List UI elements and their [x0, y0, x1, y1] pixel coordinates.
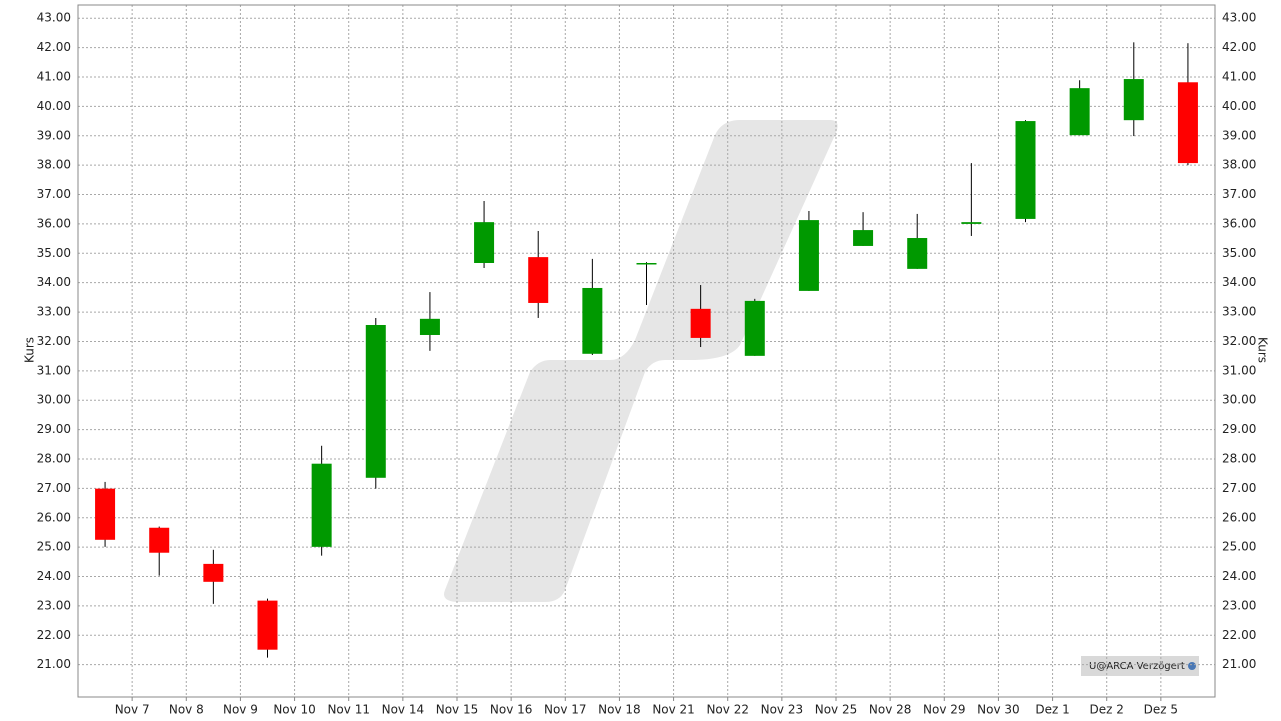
candle-body: [961, 222, 982, 224]
y2-tick-label: 39.00: [1222, 128, 1256, 142]
y-tick-label: 30.00: [37, 393, 71, 407]
x-tick-label: Nov 11: [327, 703, 370, 717]
candle-body: [690, 308, 711, 338]
x-tick-label: Nov 8: [169, 703, 204, 717]
candle-body: [636, 262, 657, 265]
x-tick-label: Dez 5: [1144, 703, 1178, 717]
y-tick-label: 38.00: [37, 158, 71, 172]
y2-tick-label: 41.00: [1222, 69, 1256, 83]
y-tick-label: 41.00: [37, 69, 71, 83]
y2-tick-label: 37.00: [1222, 187, 1256, 201]
y2-tick-label: 23.00: [1222, 598, 1256, 612]
y-tick-label: 32.00: [37, 334, 71, 348]
y-tick-label: 21.00: [37, 657, 71, 671]
candle-body: [203, 563, 224, 582]
candle-body: [907, 238, 928, 269]
x-tick-label: Nov 18: [598, 703, 641, 717]
x-tick-label: Nov 10: [273, 703, 316, 717]
source-note: U@ARCA Verzögert: [1089, 661, 1185, 672]
y2-tick-label: 21.00: [1222, 657, 1256, 671]
candle-body: [744, 300, 765, 356]
y2-tick-label: 25.00: [1222, 540, 1256, 554]
y-tick-label: 29.00: [37, 422, 71, 436]
y-tick-label: 42.00: [37, 40, 71, 54]
candle-body: [149, 527, 170, 553]
x-tick-label: Dez 2: [1090, 703, 1124, 717]
candle-body: [1123, 79, 1144, 121]
candle-body: [582, 287, 603, 354]
candle-body: [1177, 82, 1198, 164]
y2-tick-label: 42.00: [1222, 40, 1256, 54]
y-tick-label: 23.00: [37, 598, 71, 612]
y-tick-label: 24.00: [37, 569, 71, 583]
y-tick-label: 36.00: [37, 216, 71, 230]
y-axis-label: Kurs: [23, 337, 37, 363]
y-tick-label: 22.00: [37, 628, 71, 642]
candle-body: [1015, 121, 1036, 219]
source-icon: [1188, 662, 1196, 670]
candle-body: [1069, 88, 1090, 136]
x-tick-label: Nov 25: [815, 703, 858, 717]
y2-tick-label: 34.00: [1222, 275, 1256, 289]
y2-tick-label: 27.00: [1222, 481, 1256, 495]
y2-tick-label: 29.00: [1222, 422, 1256, 436]
y2-tick-label: 32.00: [1222, 334, 1256, 348]
x-tick-label: Nov 29: [923, 703, 966, 717]
candle-body: [528, 257, 549, 303]
y-tick-label: 37.00: [37, 187, 71, 201]
x-tick-label: Nov 14: [382, 703, 425, 717]
x-tick-label: Nov 17: [544, 703, 587, 717]
watermark: [444, 120, 838, 602]
y-tick-label: 34.00: [37, 275, 71, 289]
x-tick-label: Nov 15: [436, 703, 479, 717]
y2-tick-label: 36.00: [1222, 216, 1256, 230]
y2-tick-label: 38.00: [1222, 158, 1256, 172]
x-tick-label: Nov 30: [977, 703, 1020, 717]
candle-body: [419, 318, 440, 335]
y-tick-label: 25.00: [37, 540, 71, 554]
y2-tick-label: 43.00: [1222, 11, 1256, 25]
y2-tick-label: 31.00: [1222, 363, 1256, 377]
y2-tick-label: 33.00: [1222, 305, 1256, 319]
y2-tick-label: 35.00: [1222, 246, 1256, 260]
x-tick-label: Dez 1: [1035, 703, 1069, 717]
x-tick-label: Nov 9: [223, 703, 258, 717]
y2-tick-label: 24.00: [1222, 569, 1256, 583]
plot-frame: [77, 4, 1216, 698]
y2-tick-label: 26.00: [1222, 510, 1256, 524]
y-tick-label: 26.00: [37, 510, 71, 524]
y-tick-label: 39.00: [37, 128, 71, 142]
x-tick-label: Nov 21: [652, 703, 695, 717]
x-tick-label: Nov 16: [490, 703, 533, 717]
y-tick-label: 31.00: [37, 363, 71, 377]
y2-tick-label: 22.00: [1222, 628, 1256, 642]
y-tick-label: 28.00: [37, 451, 71, 465]
candle-body: [365, 324, 386, 478]
y2-tick-label: 28.00: [1222, 451, 1256, 465]
y-tick-label: 40.00: [37, 99, 71, 113]
y-tick-label: 43.00: [37, 11, 71, 25]
candle-body: [311, 463, 332, 547]
x-tick-label: Nov 23: [761, 703, 804, 717]
x-tick-label: Nov 22: [706, 703, 749, 717]
x-tick-label: Nov 7: [115, 703, 150, 717]
candle-body: [474, 222, 495, 263]
y2-tick-label: 30.00: [1222, 393, 1256, 407]
source-box: [1081, 656, 1199, 676]
y2-axis-label: Kurs: [1256, 337, 1270, 363]
candle-body: [853, 230, 874, 246]
candle-body: [95, 488, 116, 540]
x-tick-label: Nov 28: [869, 703, 912, 717]
candle-body: [798, 220, 819, 291]
candle-body: [257, 600, 278, 650]
y-tick-label: 35.00: [37, 246, 71, 260]
y-tick-label: 27.00: [37, 481, 71, 495]
y-tick-label: 33.00: [37, 305, 71, 319]
y2-tick-label: 40.00: [1222, 99, 1256, 113]
